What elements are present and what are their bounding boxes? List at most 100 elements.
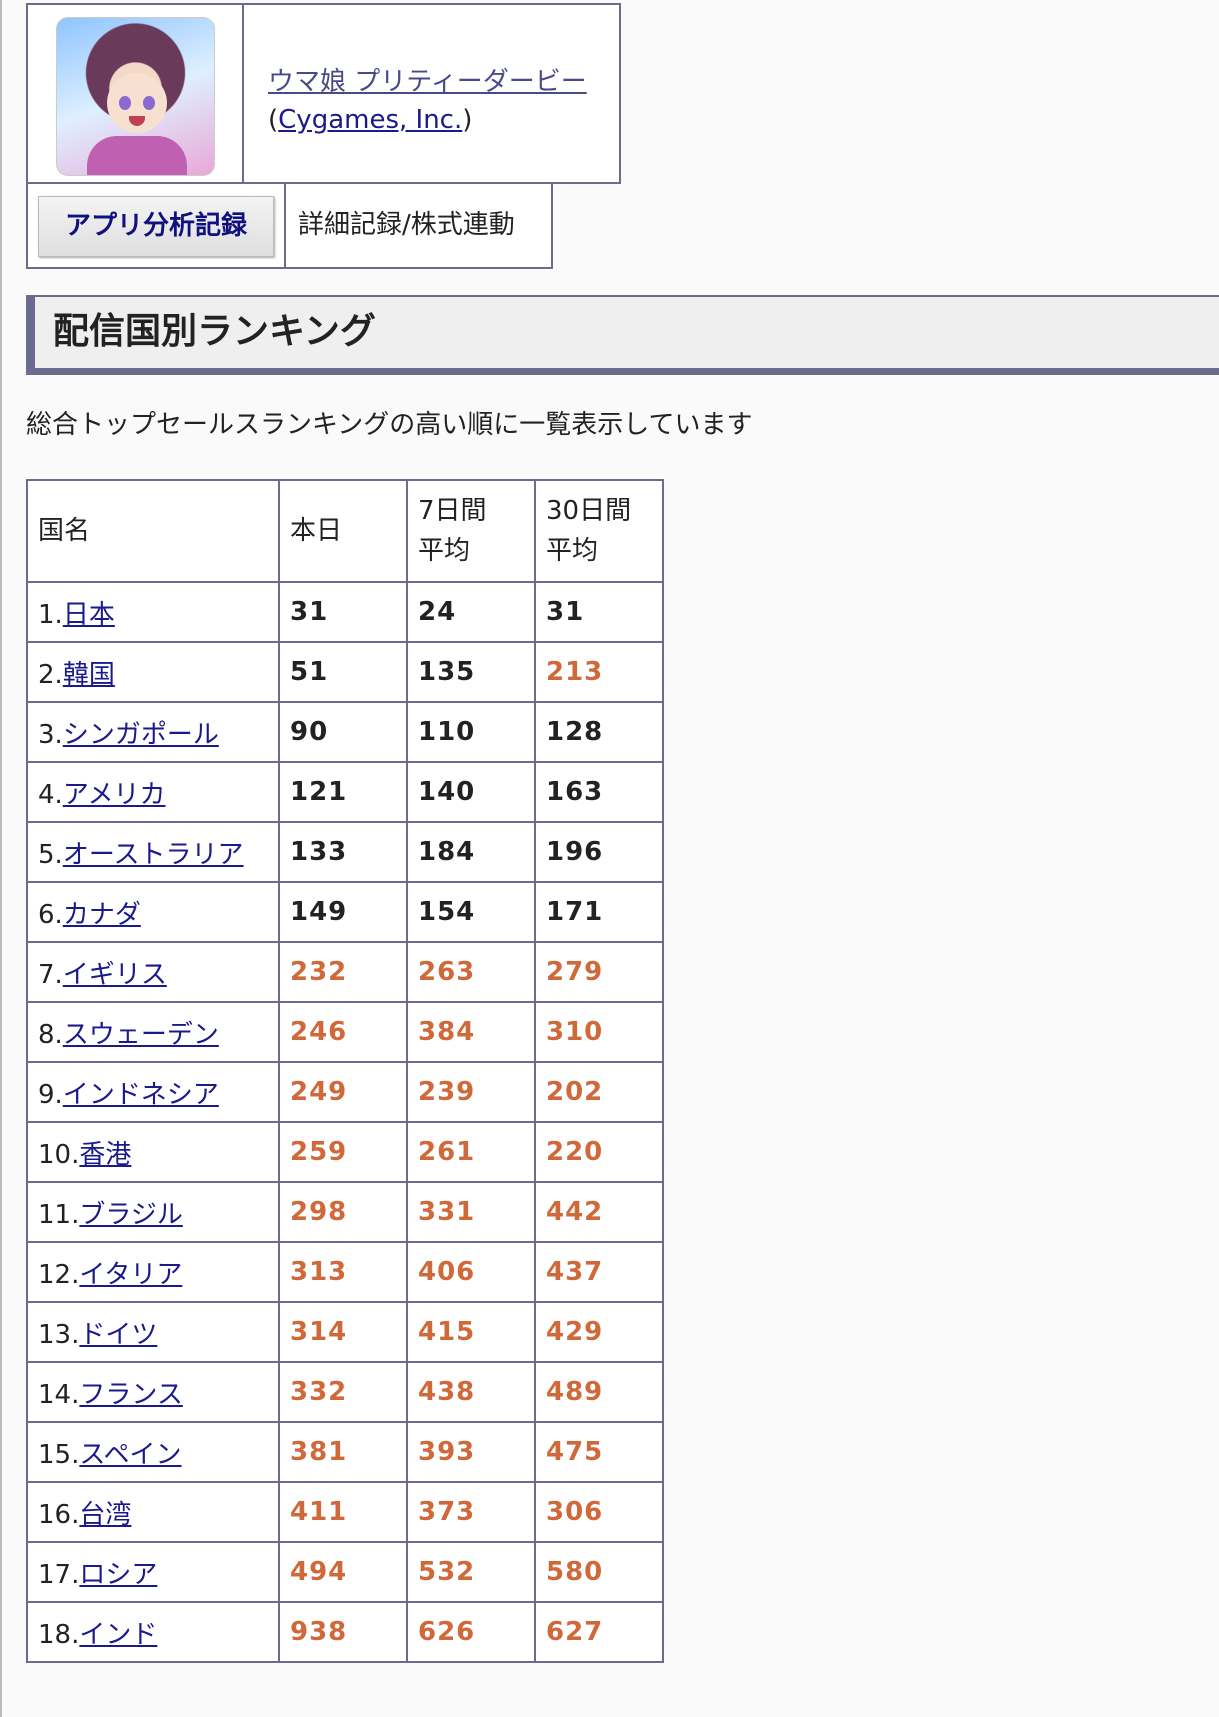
country-cell: 16.台湾 [26, 1481, 280, 1543]
country-link[interactable]: ドイツ [79, 1319, 158, 1350]
table-row: 9.インドネシア 249 239 202 [26, 1061, 664, 1123]
country-link[interactable]: ロシア [79, 1559, 158, 1590]
country-link[interactable]: フランス [79, 1379, 183, 1410]
country-link[interactable]: インド [79, 1619, 158, 1650]
rank-avg7: 384 [406, 1001, 536, 1063]
rank-avg30: 306 [534, 1481, 664, 1543]
app-icon[interactable] [56, 17, 215, 176]
rank-today: 938 [278, 1601, 408, 1663]
rank-avg7: 393 [406, 1421, 536, 1483]
rank-today: 298 [278, 1181, 408, 1243]
rank-today: 246 [278, 1001, 408, 1063]
table-row: 11.ブラジル 298 331 442 [26, 1181, 664, 1243]
rank-avg7: 110 [406, 701, 536, 763]
country-link[interactable]: アメリカ [62, 779, 166, 810]
country-link[interactable]: 台湾 [79, 1499, 132, 1530]
app-title-link[interactable]: ウマ娘 プリティーダービー [268, 67, 587, 97]
app-info: ウマ娘 プリティーダービー (Cygames, Inc.) [268, 63, 587, 139]
country-cell: 10.香港 [26, 1121, 280, 1183]
rank-today: 314 [278, 1301, 408, 1363]
table-row: 16.台湾 411 373 306 [26, 1481, 664, 1543]
country-cell: 3.シンガポール [26, 701, 280, 763]
country-cell: 18.インド [26, 1601, 280, 1663]
rank-today: 31 [278, 581, 408, 643]
tab-detail-stock[interactable]: 詳細記録/株式連動 [298, 210, 515, 240]
country-cell: 14.フランス [26, 1361, 280, 1423]
country-link[interactable]: シンガポール [62, 719, 219, 750]
rank-number: 12. [38, 1259, 80, 1290]
country-link[interactable]: 韓国 [62, 659, 115, 690]
country-cell: 2.韓国 [26, 641, 280, 703]
rank-number: 3. [38, 719, 63, 750]
table-row: 5.オーストラリア 133 184 196 [26, 821, 664, 883]
country-cell: 15.スペイン [26, 1421, 280, 1483]
tab-bar: アプリ分析記録 詳細記録/株式連動 [26, 184, 553, 269]
rank-avg30: 429 [534, 1301, 664, 1363]
developer-link[interactable]: Cygames, Inc. [278, 105, 463, 135]
rank-number: 11. [38, 1199, 80, 1230]
tab-app-analysis[interactable]: アプリ分析記録 [38, 196, 274, 257]
table-row: 15.スペイン 381 393 475 [26, 1421, 664, 1483]
rank-avg7: 373 [406, 1481, 536, 1543]
country-cell: 1.日本 [26, 581, 280, 643]
rank-avg30: 213 [534, 641, 664, 703]
rank-avg7: 184 [406, 821, 536, 883]
rank-number: 6. [38, 899, 63, 930]
country-link[interactable]: イギリス [62, 959, 167, 990]
rank-number: 16. [38, 1499, 80, 1530]
table-row: 13.ドイツ 314 415 429 [26, 1301, 664, 1363]
table-row: 3.シンガポール 90 110 128 [26, 701, 664, 763]
country-cell: 17.ロシア [26, 1541, 280, 1603]
rank-today: 259 [278, 1121, 408, 1183]
rank-avg30: 196 [534, 821, 664, 883]
country-cell: 12.イタリア [26, 1241, 280, 1303]
country-link[interactable]: ブラジル [79, 1199, 183, 1230]
country-link[interactable]: 香港 [79, 1139, 132, 1170]
country-cell: 6.カナダ [26, 881, 280, 943]
rank-today: 121 [278, 761, 408, 823]
table-row: 8.スウェーデン 246 384 310 [26, 1001, 664, 1063]
table-row: 2.韓国 51 135 213 [26, 641, 664, 703]
country-link[interactable]: スウェーデン [62, 1019, 219, 1050]
icon-art-eye [119, 96, 131, 110]
rank-today: 249 [278, 1061, 408, 1123]
rank-avg7: 263 [406, 941, 536, 1003]
app-icon-cell [28, 5, 244, 182]
rank-avg7: 154 [406, 881, 536, 943]
paren-open: ( [268, 105, 279, 135]
country-cell: 9.インドネシア [26, 1061, 280, 1123]
header-today: 本日 [278, 479, 408, 583]
rank-today: 51 [278, 641, 408, 703]
icon-art-body [87, 136, 187, 175]
rank-number: 2. [38, 659, 63, 690]
country-link[interactable]: 日本 [62, 599, 115, 630]
rank-number: 15. [38, 1439, 80, 1470]
icon-art-eye [143, 96, 155, 110]
country-link[interactable]: カナダ [62, 899, 141, 930]
rank-avg7: 331 [406, 1181, 536, 1243]
table-row: 10.香港 259 261 220 [26, 1121, 664, 1183]
rank-number: 7. [38, 959, 63, 990]
rank-number: 18. [38, 1619, 80, 1650]
rank-avg7: 239 [406, 1061, 536, 1123]
rank-today: 149 [278, 881, 408, 943]
header-30day: 30日間 平均 [534, 479, 664, 583]
country-link[interactable]: スペイン [79, 1439, 182, 1470]
country-link[interactable]: インドネシア [62, 1079, 219, 1110]
table-header-row: 国名 本日 7日間 平均 30日間 平均 [26, 479, 664, 583]
country-link[interactable]: オーストラリア [62, 839, 244, 870]
rank-number: 13. [38, 1319, 80, 1350]
rank-avg7: 415 [406, 1301, 536, 1363]
country-cell: 7.イギリス [26, 941, 280, 1003]
rank-number: 14. [38, 1379, 80, 1410]
rank-today: 133 [278, 821, 408, 883]
header-country: 国名 [26, 479, 280, 583]
page-edge [0, 0, 2, 1717]
rank-avg30: 310 [534, 1001, 664, 1063]
rank-today: 90 [278, 701, 408, 763]
rank-avg7: 24 [406, 581, 536, 643]
table-row: 1.日本 31 24 31 [26, 581, 664, 643]
rank-avg7: 532 [406, 1541, 536, 1603]
country-link[interactable]: イタリア [79, 1259, 183, 1290]
rank-avg30: 163 [534, 761, 664, 823]
